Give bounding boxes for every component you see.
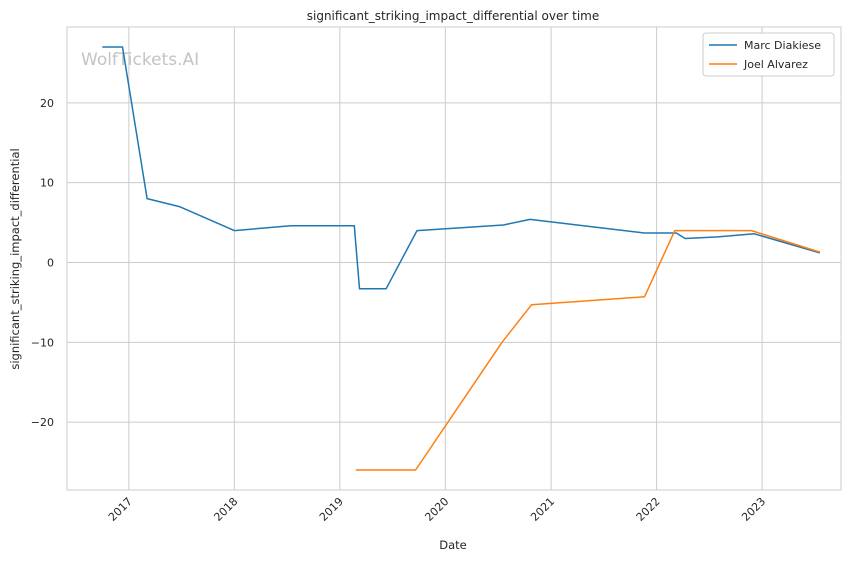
x-axis-title: Date [439, 538, 467, 552]
y-tick-labels: −20 −10 0 10 20 [31, 97, 54, 429]
series-lines [102, 46, 821, 471]
series-line-marc-diakiese [102, 46, 821, 290]
series-line-joel-alvarez [355, 229, 821, 471]
x-tick-label: 2023 [739, 495, 768, 524]
legend-label-marc-diakiese: Marc Diakiese [744, 39, 821, 52]
x-tick-label: 2018 [211, 495, 240, 524]
y-axis-title: significant_striking_impact_differential [8, 148, 22, 369]
watermark: WolfTickets.AI [81, 50, 199, 70]
x-tick-label: 2020 [422, 495, 451, 524]
x-tick-labels: 2017 2018 2019 2020 2021 2022 2023 [106, 495, 768, 524]
y-tick-label: 10 [40, 177, 54, 190]
x-tick-label: 2022 [634, 495, 663, 524]
y-tick-label: 0 [47, 256, 54, 269]
legend-label-joel-alvarez: Joel Alvarez [743, 58, 808, 71]
y-tick-label: −20 [31, 416, 54, 429]
grid-lines [67, 27, 841, 490]
y-tick-label: −10 [31, 336, 54, 349]
legend-box [702, 32, 835, 77]
y-tick-label: 20 [40, 97, 54, 110]
x-tick-label: 2017 [106, 495, 135, 524]
chart-title: significant_striking_impact_differential… [307, 9, 599, 23]
x-tick-label: 2021 [528, 495, 557, 524]
x-tick-label: 2019 [317, 495, 346, 524]
legend: Marc Diakiese Joel Alvarez [702, 32, 835, 77]
plot-area [66, 26, 842, 491]
